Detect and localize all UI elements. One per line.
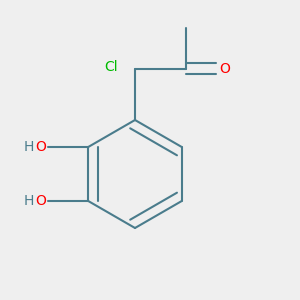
Text: O: O [35, 194, 46, 208]
Text: H: H [24, 194, 34, 208]
Text: O: O [220, 62, 230, 76]
Text: H: H [24, 140, 34, 154]
Text: Cl: Cl [104, 60, 118, 74]
Text: O: O [35, 140, 46, 154]
